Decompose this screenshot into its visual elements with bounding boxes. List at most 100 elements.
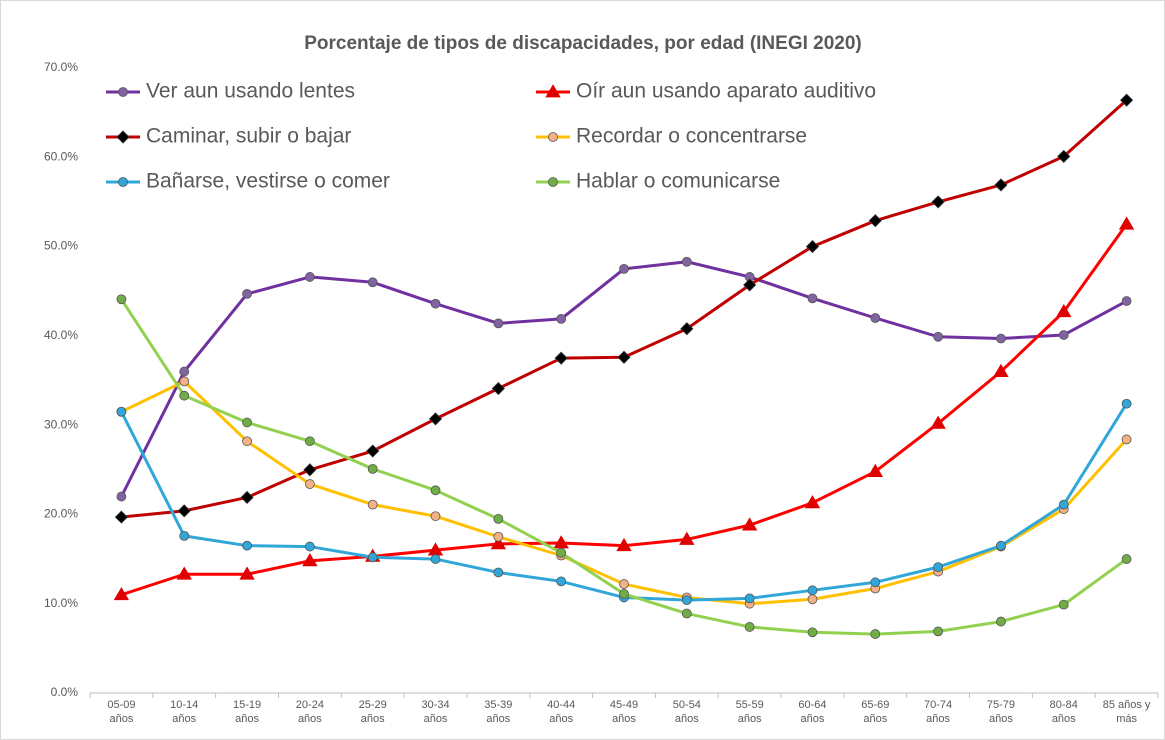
- marker: [996, 333, 1006, 344]
- marker: [619, 263, 629, 274]
- marker: [304, 541, 315, 552]
- marker: [116, 294, 127, 305]
- legend-label: Caminar, subir o bajar: [146, 125, 351, 148]
- legend-marker: [116, 130, 130, 144]
- marker: [179, 376, 190, 387]
- marker: [113, 586, 130, 601]
- x-tick-label: 30-34 años: [421, 699, 450, 725]
- marker: [493, 567, 504, 578]
- marker: [179, 366, 190, 377]
- marker: [430, 485, 441, 496]
- y-tick-label: 20.0%: [44, 507, 78, 521]
- x-tick-label: 10-14 años: [170, 699, 199, 725]
- marker: [367, 463, 378, 474]
- marker: [743, 278, 757, 292]
- marker: [933, 331, 944, 342]
- marker: [619, 588, 629, 599]
- y-tick-label: 70.0%: [44, 60, 78, 74]
- marker: [179, 530, 190, 541]
- marker: [1121, 296, 1132, 306]
- marker: [807, 585, 818, 596]
- marker: [493, 531, 504, 542]
- x-tick-label: 70-74 años: [924, 699, 953, 725]
- x-tick-label: 80-84 años: [1049, 699, 1078, 725]
- marker: [556, 576, 567, 587]
- legend-label: Oír aun usando aparato auditivo: [576, 80, 876, 103]
- x-tick-label: 75-79 años: [986, 699, 1015, 725]
- marker: [556, 313, 567, 324]
- marker: [931, 195, 945, 209]
- marker: [490, 536, 507, 550]
- legend-label: Ver aun usando lentes: [146, 80, 355, 103]
- y-tick-label: 10.0%: [44, 596, 78, 610]
- marker: [804, 495, 821, 509]
- marker: [242, 288, 252, 299]
- chart-title: Porcentaje de tipos de discapacidades, p…: [304, 33, 862, 54]
- marker: [430, 554, 441, 564]
- x-tick-label: 15-19 años: [232, 699, 262, 725]
- marker: [240, 490, 254, 505]
- y-tick-label: 60.0%: [44, 149, 78, 163]
- marker: [993, 363, 1009, 377]
- legend-marker: [118, 177, 128, 187]
- marker: [493, 318, 504, 329]
- y-tick-label: 0.0%: [51, 685, 79, 699]
- marker: [933, 562, 944, 573]
- legend-label: Recordar o concentrarse: [576, 125, 807, 148]
- x-tick-label: 25-29 años: [358, 699, 387, 725]
- marker: [239, 566, 255, 580]
- marker: [367, 499, 378, 510]
- marker: [930, 415, 946, 429]
- marker: [1121, 398, 1132, 409]
- marker: [242, 417, 252, 428]
- marker: [1056, 303, 1072, 318]
- marker: [116, 491, 127, 502]
- marker: [177, 504, 191, 518]
- x-tick-label: 55-59 años: [735, 699, 764, 725]
- marker: [367, 277, 378, 288]
- marker: [302, 553, 318, 567]
- marker: [242, 540, 252, 551]
- marker: [242, 436, 252, 447]
- marker: [807, 293, 818, 304]
- marker: [556, 547, 567, 558]
- marker: [996, 616, 1006, 627]
- marker: [616, 537, 632, 552]
- marker: [1121, 434, 1132, 445]
- marker: [366, 444, 380, 458]
- marker: [1058, 599, 1069, 610]
- legend-marker: [118, 87, 128, 97]
- marker: [554, 351, 568, 365]
- x-tick-label: 05-09 años: [107, 699, 136, 725]
- marker: [741, 517, 758, 531]
- marker: [744, 593, 755, 604]
- marker: [680, 322, 694, 336]
- marker: [1058, 330, 1069, 340]
- marker: [870, 629, 881, 639]
- marker: [1120, 93, 1134, 107]
- x-tick-label: 65-69 años: [861, 699, 890, 725]
- marker: [681, 608, 692, 619]
- x-tick-label: 45-49 años: [609, 699, 639, 725]
- marker: [304, 436, 315, 447]
- marker: [681, 256, 692, 267]
- marker: [807, 627, 818, 638]
- marker: [867, 463, 883, 477]
- y-tick-label: 40.0%: [44, 328, 78, 342]
- x-tick-label: 20-24 años: [295, 699, 324, 725]
- legend-label: Bañarse, vestirse o comer: [146, 170, 390, 193]
- marker: [994, 178, 1008, 192]
- legend-label: Hablar o comunicarse: [576, 170, 780, 193]
- x-tick-label: 50-54 años: [672, 699, 701, 725]
- marker: [1121, 554, 1132, 564]
- marker: [116, 406, 127, 417]
- x-tick-label: 85 años y más: [1102, 699, 1151, 725]
- legend-marker: [548, 132, 558, 142]
- marker: [304, 272, 315, 282]
- marker: [807, 594, 818, 605]
- marker: [744, 622, 755, 632]
- marker: [176, 566, 192, 580]
- marker: [1118, 216, 1135, 230]
